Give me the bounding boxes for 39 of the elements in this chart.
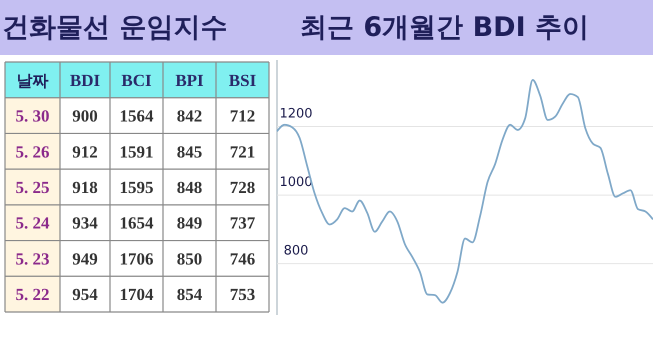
y-tick-label: 1200 [279,106,313,122]
data-label: 737 [230,214,256,233]
x-tick-label: BDI [70,70,100,90]
data-label: 1654 [120,214,154,233]
y-tick-label: 800 [284,244,308,259]
data-label: 712 [230,106,256,126]
y-tick-label: 5. 26 [16,142,50,162]
y-tick-label: 5. 23 [16,249,50,268]
y-tick-label: 5. 30 [16,106,50,126]
data-label: 746 [230,249,256,268]
x-tick-label: BPI [175,70,204,90]
data-label: 753 [230,285,256,304]
data-label: 954 [72,285,98,304]
data-label: 934 [72,214,98,233]
x-tick-label: BCI [121,70,152,90]
data-label: 842 [176,106,202,126]
data-label: 854 [176,285,203,304]
data-label: 949 [72,249,98,268]
data-label: 845 [176,142,202,162]
x-tick-label: BSI [228,70,257,90]
data-label: 900 [72,106,98,126]
y-axis-title: 날짜 [16,70,48,90]
y-tick-label: 5. 25 [16,178,50,197]
chart-title: 최근 6개월간 BDI 추이 [300,12,590,43]
data-label: 918 [72,178,98,197]
y-tick-label: 5. 24 [16,214,50,233]
data-label: 850 [176,249,202,268]
data-label: 912 [72,142,98,162]
data-label: 1704 [120,285,154,304]
y-tick-label: 5. 22 [16,285,50,304]
chart-title: 건화물선 운임지수 [2,12,228,43]
data-label: 1564 [120,106,154,126]
data-label: 1595 [120,178,154,197]
data-label: 721 [230,142,256,162]
data-label: 728 [230,178,256,197]
data-label: 1591 [120,142,154,162]
data-label: 849 [176,214,202,233]
data-label: 1706 [120,249,154,268]
data-label: 848 [176,178,202,197]
